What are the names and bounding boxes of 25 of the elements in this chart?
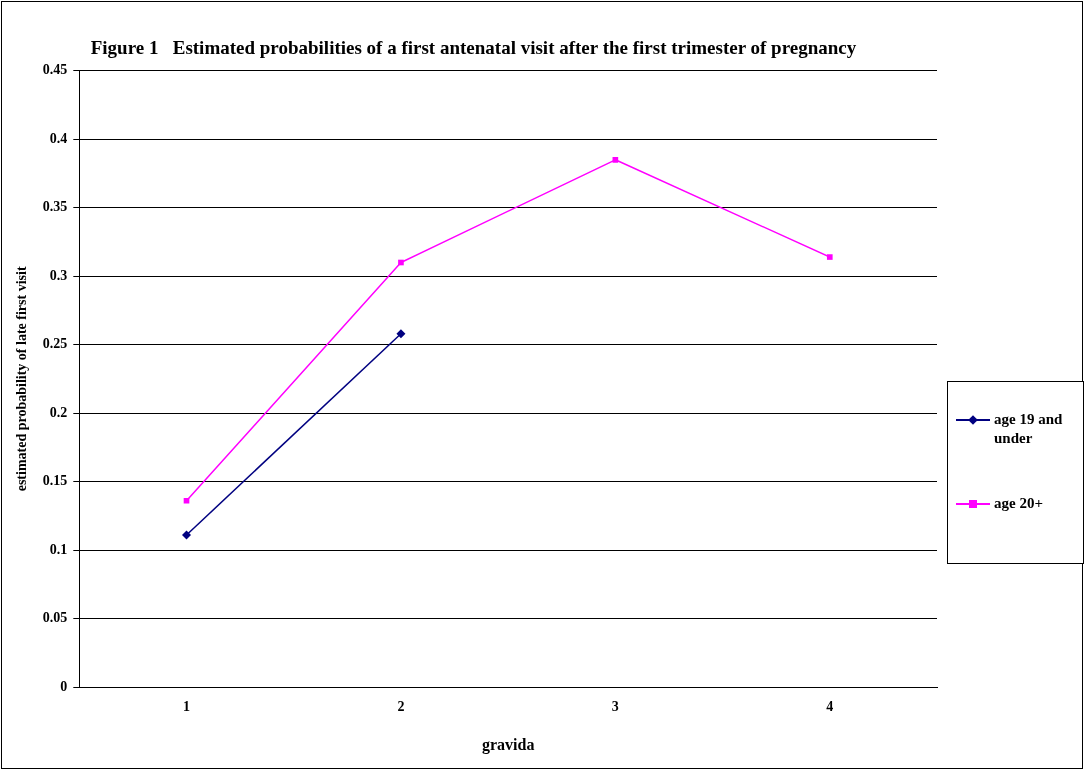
legend-label: age 20+ xyxy=(994,494,1044,513)
y-axis-title: estimated probability of late first visit xyxy=(14,266,30,492)
legend-label: age 19 and under xyxy=(994,410,1064,448)
point xyxy=(396,329,406,339)
point xyxy=(183,497,190,504)
point xyxy=(612,156,619,163)
point xyxy=(398,259,404,266)
point xyxy=(826,254,833,260)
y-tick-label: 0.1 xyxy=(49,541,68,557)
point xyxy=(182,530,192,540)
y-tick-label: 0.35 xyxy=(42,199,68,215)
x-tick-label: 1 xyxy=(183,699,191,715)
y-tick-label: 0.05 xyxy=(42,610,68,626)
y-tick-label: 0.15 xyxy=(42,473,68,489)
y-tick-label: 0.4 xyxy=(49,130,68,146)
y-tick-label: 0.25 xyxy=(42,336,68,352)
x-tick-label: 4 xyxy=(826,699,834,715)
x-tick-label: 3 xyxy=(611,699,619,715)
y-tick-label: 0.3 xyxy=(49,267,68,283)
x-axis-title: gravida xyxy=(481,735,535,754)
x-tick-label: 2 xyxy=(397,699,405,715)
y-tick-label: 0.2 xyxy=(49,404,68,420)
y-tick-label: 0.45 xyxy=(42,62,68,78)
y-tick-label: 0 xyxy=(60,678,68,694)
chart-title: Figure 1 Estimated probabilities of a first antenatal visit after the first trimester of pregnancy xyxy=(90,37,857,59)
